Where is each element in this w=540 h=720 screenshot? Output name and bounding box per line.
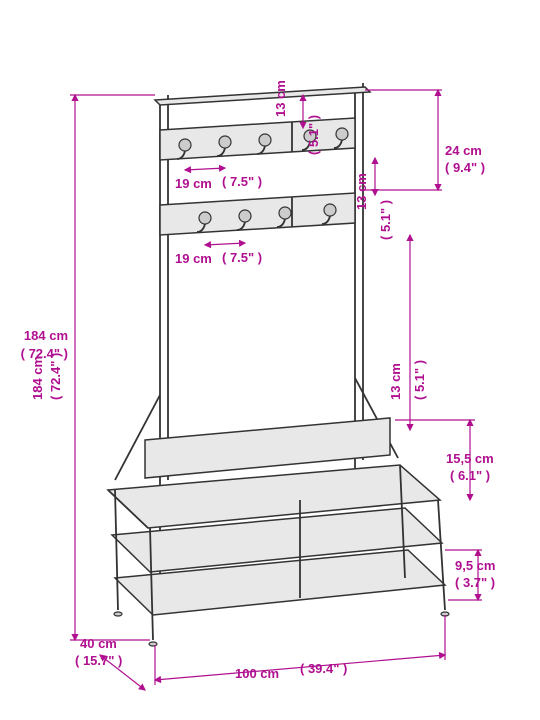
diagram-container: { "type": "dimensioned-drawing", "colors… [0, 0, 540, 720]
dim-height-in-v: ( 72.4" ) [48, 353, 63, 400]
dim-24-cm: 24 cm [445, 143, 482, 158]
svg-text:184 cm: 184 cm [30, 356, 45, 400]
svg-text:( 5.1" ): ( 5.1" ) [378, 200, 393, 240]
dim-depth-in: ( 15.7" ) [75, 653, 122, 668]
dim-height-cm-v: 184 cm [30, 356, 45, 400]
svg-text:( 5.1" ): ( 5.1" ) [306, 115, 321, 155]
svg-text:( 39.4" ): ( 39.4" ) [300, 661, 347, 676]
dim-width-cm: 100 cm [235, 666, 279, 681]
dim-13a-cm: 13 cm [354, 173, 369, 210]
dim-hook-top-in: ( 7.5" ) [222, 174, 262, 189]
svg-text:( 9.4" ): ( 9.4" ) [445, 160, 485, 175]
dim-155-cm: 15,5 cm [446, 451, 494, 466]
dim-hook-bot-in: ( 7.5" ) [222, 250, 262, 265]
svg-text:19 cm: 19 cm [175, 176, 212, 191]
svg-text:40 cm: 40 cm [80, 636, 117, 651]
svg-text:184 cm: 184 cm [24, 328, 68, 343]
dim-155-in: ( 6.1" ) [450, 468, 490, 483]
svg-text:( 72.4" ): ( 72.4" ) [48, 353, 63, 400]
dim-hook-top-cm: 19 cm [175, 176, 212, 191]
svg-text:9,5 cm: 9,5 cm [455, 558, 495, 573]
dim-depth-cm: 40 cm [80, 636, 117, 651]
dim-hook-bot-cm: 19 cm [175, 251, 212, 266]
dim-width-in: ( 39.4" ) [300, 661, 347, 676]
svg-text:13 cm: 13 cm [354, 173, 369, 210]
svg-text:19 cm: 19 cm [175, 251, 212, 266]
dim-13b-in: ( 5.1" ) [412, 360, 427, 400]
dim-13a-in: ( 5.1" ) [378, 200, 393, 240]
svg-text:( 6.1" ): ( 6.1" ) [450, 468, 490, 483]
svg-text:( 15.7" ): ( 15.7" ) [75, 653, 122, 668]
technical-drawing: 184 cm ( 72.4" ) 40 cm ( 15.7" ) 100 cm … [0, 0, 540, 720]
svg-text:13 cm: 13 cm [273, 80, 288, 117]
dim-top13-cm: 13 cm [273, 80, 288, 117]
svg-text:( 5.1" ): ( 5.1" ) [412, 360, 427, 400]
svg-text:( 7.5" ): ( 7.5" ) [222, 250, 262, 265]
dim-95-in: ( 3.7" ) [455, 575, 495, 590]
dim-height-cm: 184 cm [24, 328, 68, 343]
svg-text:15,5 cm: 15,5 cm [446, 451, 494, 466]
dim-13b-cm: 13 cm [388, 363, 403, 400]
dim-95-cm: 9,5 cm [455, 558, 495, 573]
svg-text:100 cm: 100 cm [235, 666, 279, 681]
svg-text:( 7.5" ): ( 7.5" ) [222, 174, 262, 189]
svg-text:( 3.7" ): ( 3.7" ) [455, 575, 495, 590]
svg-text:13 cm: 13 cm [388, 363, 403, 400]
dim-24-in: ( 9.4" ) [445, 160, 485, 175]
dim-top13-in: ( 5.1" ) [306, 115, 321, 155]
svg-text:24 cm: 24 cm [445, 143, 482, 158]
